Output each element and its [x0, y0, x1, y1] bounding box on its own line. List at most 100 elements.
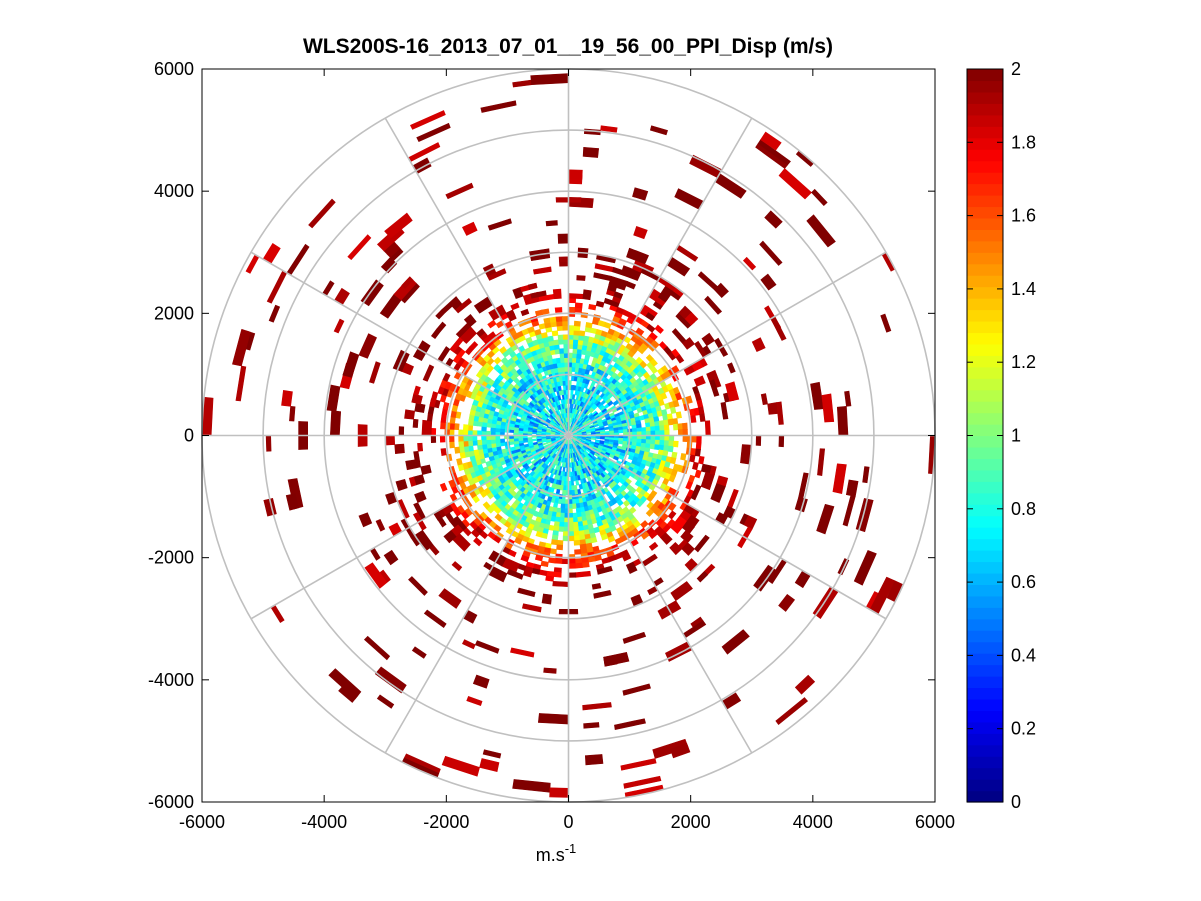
- colorbar-band: [967, 194, 1003, 208]
- data-cell: [477, 444, 483, 451]
- data-cell: [408, 476, 417, 487]
- data-cell: [498, 346, 508, 355]
- data-cell: [527, 282, 538, 290]
- data-cell: [649, 358, 658, 367]
- data-cell: [811, 188, 828, 207]
- data-cell: [548, 557, 556, 564]
- data-cell: [704, 295, 723, 315]
- colorbar-band: [967, 343, 1003, 356]
- data-cell: [482, 749, 502, 759]
- colorbar-band: [967, 103, 1003, 116]
- data-cell: [880, 313, 892, 333]
- colorbar-band: [967, 595, 1003, 608]
- data-cell: [449, 435, 455, 443]
- data-cell: [660, 392, 668, 400]
- colorbar-band: [967, 607, 1003, 620]
- data-cell: [573, 539, 581, 546]
- data-cell: [531, 438, 538, 442]
- data-cell: [684, 311, 699, 326]
- data-cell: [417, 442, 424, 452]
- data-cell: [326, 384, 341, 412]
- data-cell: [571, 466, 575, 473]
- colorbar-band: [967, 320, 1003, 334]
- data-cell: [466, 696, 483, 706]
- data-cell: [490, 438, 496, 444]
- data-cell: [677, 429, 684, 436]
- data-cell: [454, 446, 461, 454]
- colorbar-tick-label: 0.6: [1011, 572, 1036, 592]
- data-cell: [411, 646, 427, 659]
- data-cell: [485, 439, 492, 445]
- data-cell: [574, 558, 583, 564]
- data-cell: [571, 503, 577, 510]
- colorbar-band: [967, 790, 1003, 803]
- data-cell: [583, 722, 600, 729]
- data-cell: [545, 220, 558, 227]
- colorbar-band: [967, 664, 1003, 677]
- data-cell: [462, 424, 469, 431]
- data-cell: [459, 451, 466, 459]
- colorbar-band: [967, 527, 1003, 540]
- data-cell: [622, 428, 629, 433]
- data-cell: [422, 364, 435, 382]
- data-cell: [499, 438, 506, 444]
- data-cell: [469, 341, 479, 351]
- data-cell: [541, 593, 553, 605]
- data-cell: [462, 429, 469, 436]
- data-cell: [426, 412, 434, 422]
- data-cell: [590, 432, 597, 435]
- colorbar-band: [967, 446, 1003, 459]
- data-cell: [473, 537, 483, 547]
- data-cell: [557, 233, 569, 244]
- colorbar-band: [967, 91, 1003, 104]
- data-cell: [742, 256, 757, 271]
- data-cell: [358, 512, 373, 528]
- data-cell: [645, 312, 656, 322]
- data-cell: [553, 339, 560, 346]
- data-cell: [342, 351, 360, 378]
- data-cell: [458, 440, 465, 448]
- data-cell: [632, 187, 649, 201]
- data-cell: [375, 519, 386, 532]
- data-cell: [430, 427, 437, 436]
- colorbar-band: [967, 641, 1003, 654]
- data-cell: [853, 550, 877, 586]
- data-cell: [412, 418, 419, 428]
- data-cell: [778, 435, 785, 448]
- data-cell: [561, 489, 566, 496]
- data-cell: [677, 423, 684, 431]
- data-cell: [682, 422, 688, 430]
- data-cell: [670, 515, 688, 535]
- colorbar-band: [967, 389, 1003, 402]
- data-cell: [405, 459, 417, 471]
- data-cell: [704, 420, 711, 436]
- colorbar-band: [967, 206, 1003, 219]
- data-cell: [645, 426, 652, 432]
- data-cell: [562, 325, 569, 331]
- data-cell: [439, 435, 446, 443]
- data-cell: [494, 513, 503, 522]
- data-cell: [347, 234, 372, 261]
- data-cell: [709, 465, 717, 475]
- data-cell: [558, 526, 565, 532]
- data-cell: [691, 435, 698, 443]
- data-cell: [721, 629, 750, 655]
- data-cell: [559, 261, 569, 267]
- colorbar-band: [967, 80, 1003, 93]
- data-cell: [832, 463, 847, 494]
- data-cell: [268, 304, 281, 323]
- data-cell: [844, 390, 852, 407]
- data-cell: [622, 683, 651, 696]
- colorbar-band: [967, 435, 1003, 448]
- data-cell: [472, 439, 478, 446]
- data-cell: [631, 427, 638, 433]
- data-cell: [480, 100, 517, 113]
- y-tick-label: -4000: [148, 670, 194, 690]
- colorbar-band: [967, 309, 1003, 322]
- data-cell: [654, 425, 661, 432]
- data-cell: [596, 565, 613, 575]
- data-cell: [660, 532, 673, 545]
- y-tick-label: -6000: [148, 792, 194, 812]
- data-cell: [636, 499, 644, 508]
